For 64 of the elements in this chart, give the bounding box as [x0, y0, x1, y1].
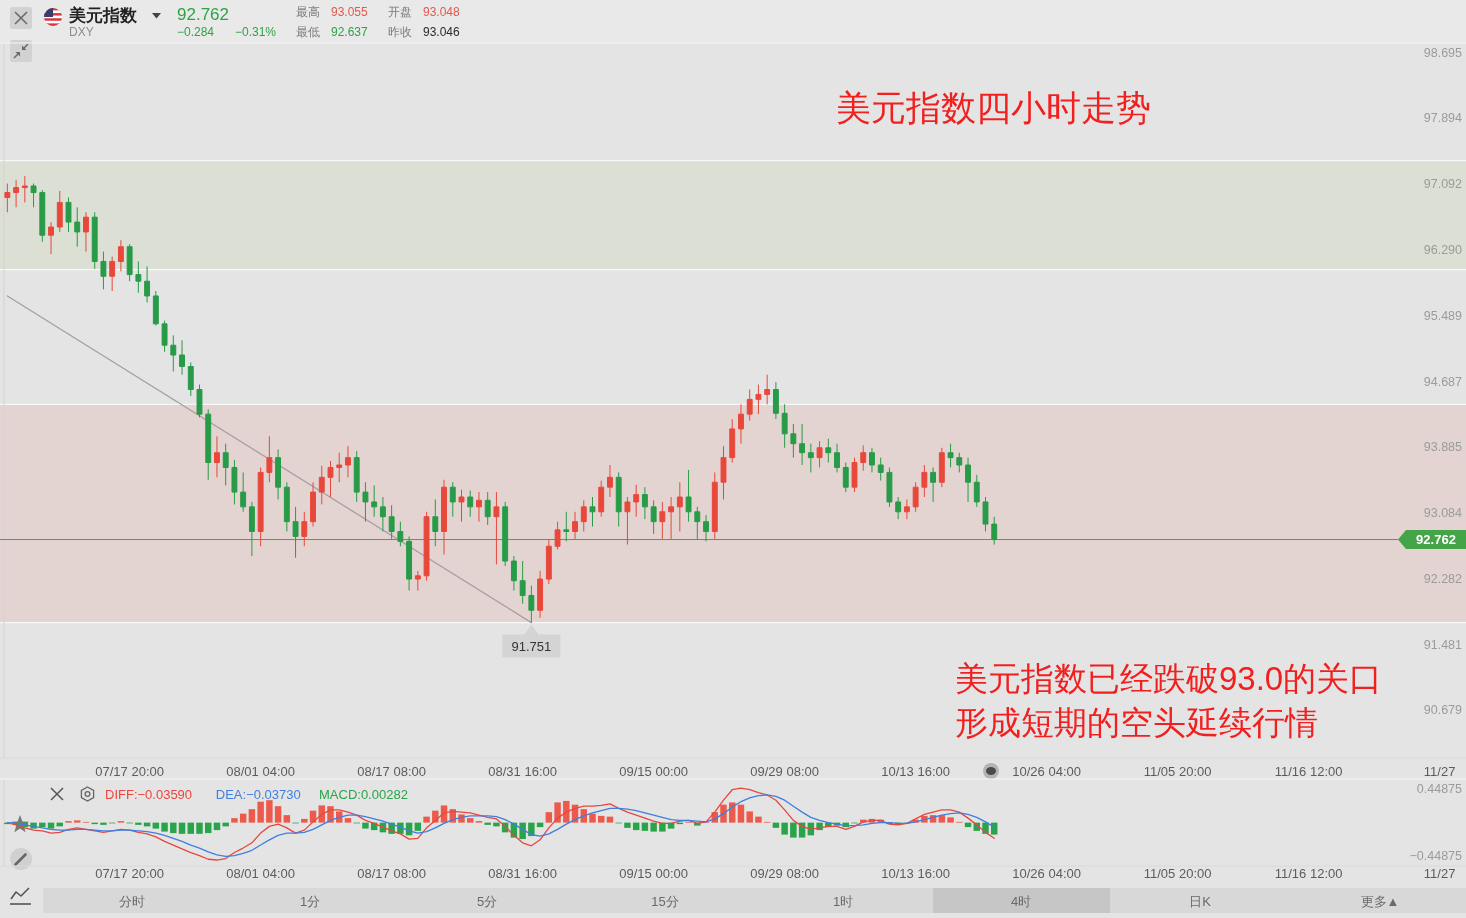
y-tick-label: 0.44875 [1416, 782, 1463, 797]
ref-line-label: 92.762 [1416, 532, 1456, 548]
x-tick-label: 08/31 16:00 [488, 865, 557, 881]
text: 日K [1189, 893, 1212, 909]
x-tick-label: 09/29 08:00 [750, 865, 819, 881]
x-tick-label: 11/16 12:00 [1274, 763, 1343, 779]
y-tick-label: 97.092 [1423, 177, 1463, 192]
x-tick-label: 10/13 16:00 [881, 865, 950, 881]
x-tick-label: 08/01 04:00 [226, 865, 295, 881]
x-tick-label: 09/15 00:00 [619, 763, 688, 779]
x-tick-label: 08/31 16:00 [488, 763, 557, 779]
text: 15分 [651, 893, 679, 909]
y-tick-label: 93.885 [1423, 440, 1463, 455]
x-tick-label: 11/27 [1423, 865, 1456, 881]
text: −0.284 [177, 25, 215, 39]
text: 92.762 [177, 4, 229, 24]
text: 更多▲ [1360, 893, 1400, 909]
text: 分时 [119, 893, 145, 909]
y-tick-label: 94.687 [1423, 374, 1463, 389]
text: 4时 [1010, 893, 1032, 909]
text: 92.637 [331, 25, 369, 39]
text: DIFF:−0.03590 [105, 786, 193, 802]
x-tick-label: 07/17 20:00 [95, 865, 164, 881]
x-tick-label: 10/26 04:00 [1012, 763, 1081, 779]
y-tick-label: 97.894 [1423, 111, 1463, 126]
x-tick-label: 08/17 08:00 [357, 865, 426, 881]
text: 93.046 [423, 25, 461, 39]
y-tick-label: −0.44875 [1409, 849, 1463, 864]
y-tick-label: 93.084 [1423, 506, 1463, 521]
x-tick-label: 11/27 [1423, 763, 1456, 779]
text: DXY [69, 25, 94, 39]
text: 最低 [296, 25, 320, 39]
text: 1时 [832, 893, 854, 909]
y-tick-label: 90.679 [1423, 703, 1463, 718]
y-tick-label: 91.481 [1423, 637, 1463, 652]
annotation: 形成短期的空头延续行情 [955, 703, 1318, 741]
text: 美元指数四小时走势 [836, 87, 1151, 127]
text: DEA:−0.03730 [215, 786, 301, 802]
text: 93.055 [331, 5, 369, 19]
text: 昨收 [388, 25, 412, 39]
text: −0.31% [235, 25, 277, 39]
text: 美元指数 [68, 5, 138, 25]
y-tick-label: 92.282 [1423, 571, 1463, 586]
x-tick-label: 10/13 16:00 [881, 763, 950, 779]
annotation: 美元指数已经跌破93.0的关口 [955, 659, 1383, 697]
x-tick-label: 09/29 08:00 [750, 763, 819, 779]
x-tick-label: 08/17 08:00 [357, 763, 426, 779]
x-tick-label: 07/17 20:00 [95, 763, 164, 779]
y-tick-label: 96.290 [1423, 242, 1463, 257]
text: 5分 [476, 893, 498, 909]
x-tick-label: 11/05 20:00 [1143, 763, 1212, 779]
y-tick-label: 98.695 [1423, 45, 1463, 60]
x-tick-label: 09/15 00:00 [619, 865, 688, 881]
text: 93.048 [423, 5, 461, 19]
x-tick-label: 11/16 12:00 [1274, 865, 1343, 881]
annotation: 91.751 [511, 639, 552, 654]
text: 开盘 [388, 5, 412, 19]
x-tick-label: 11/05 20:00 [1143, 865, 1212, 881]
text: 1分 [299, 893, 321, 909]
x-tick-label: 10/26 04:00 [1012, 865, 1081, 881]
text: 最高 [296, 5, 320, 19]
series-label: MACD:0.00282 [319, 786, 408, 802]
x-tick-label: 08/01 04:00 [226, 763, 295, 779]
y-tick-label: 95.489 [1423, 308, 1463, 323]
